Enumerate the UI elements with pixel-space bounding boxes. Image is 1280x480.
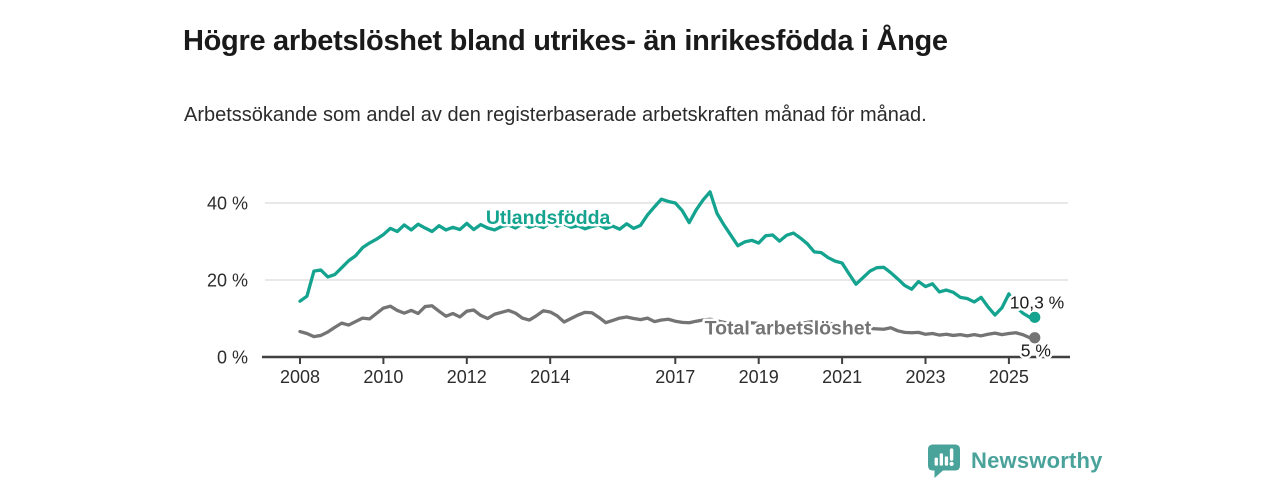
end-value-label: 5 % [1021,340,1051,360]
brand-name: Newsworthy [971,447,1103,473]
newsworthy-bar-chart-speech-bubble-icon [928,444,960,478]
x-axis-tick-label: 2012 [447,367,487,387]
series-end-dot [1029,311,1041,323]
series-end-dot [1029,332,1041,344]
chart-title: Högre arbetslöshet bland utrikes- än inr… [183,25,948,58]
x-axis-tick-label: 2023 [905,367,945,387]
x-axis-tick-label: 2017 [655,367,695,387]
x-axis-tick-label: 2010 [363,367,403,387]
x-axis-tick-label: 2025 [989,367,1029,387]
x-axis-tick-label: 2021 [822,367,862,387]
series-label: Utlandsfödda [486,207,611,229]
x-axis-tick-label: 2019 [739,367,779,387]
unemployment-line-chart: 0 % 20 % 40 % 2008 2010 2012 2014 2017 2019 2021 2… [207,190,1070,387]
x-axis-tick-label: 2014 [530,367,570,387]
chart-subtitle: Arbetssökande som andel av den registerb… [184,104,927,126]
end-value-label: 10,3 % [1010,292,1064,312]
x-axis-tick-label: 2008 [280,367,320,387]
newsworthy-logo: Newsworthy [926,442,1103,479]
y-axis-tick-label: 0 % [217,348,248,368]
series-label: Total arbetslöshet [705,318,872,340]
y-axis-tick-label: 40 % [207,194,248,214]
series-line [298,304,1032,340]
y-axis-tick-label: 20 % [207,271,248,291]
series-line [298,190,1032,319]
